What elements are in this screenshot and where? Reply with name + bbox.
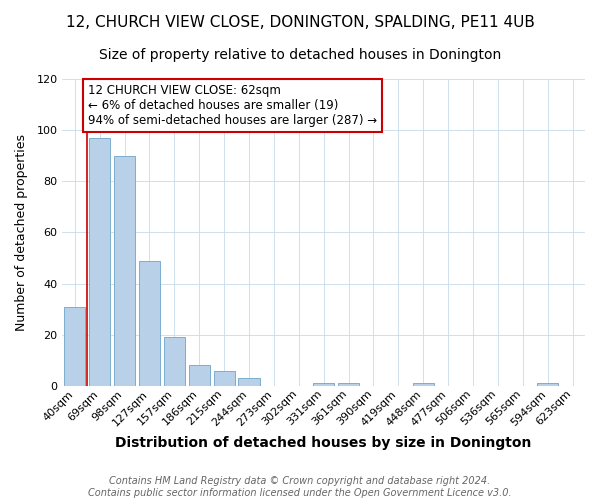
Bar: [114, 156, 135, 386]
Bar: [313, 384, 334, 386]
Bar: [164, 338, 185, 386]
Bar: [89, 138, 110, 386]
Text: 12, CHURCH VIEW CLOSE, DONINGTON, SPALDING, PE11 4UB: 12, CHURCH VIEW CLOSE, DONINGTON, SPALDI…: [65, 15, 535, 30]
Bar: [238, 378, 260, 386]
Bar: [413, 384, 434, 386]
Text: 12 CHURCH VIEW CLOSE: 62sqm
← 6% of detached houses are smaller (19)
94% of semi: 12 CHURCH VIEW CLOSE: 62sqm ← 6% of deta…: [88, 84, 377, 127]
X-axis label: Distribution of detached houses by size in Donington: Distribution of detached houses by size …: [115, 436, 532, 450]
Text: Contains HM Land Registry data © Crown copyright and database right 2024.
Contai: Contains HM Land Registry data © Crown c…: [88, 476, 512, 498]
Bar: [139, 260, 160, 386]
Bar: [214, 370, 235, 386]
Text: Size of property relative to detached houses in Donington: Size of property relative to detached ho…: [99, 48, 501, 62]
Bar: [64, 306, 85, 386]
Bar: [537, 384, 558, 386]
Y-axis label: Number of detached properties: Number of detached properties: [15, 134, 28, 331]
Bar: [338, 384, 359, 386]
Bar: [188, 366, 210, 386]
